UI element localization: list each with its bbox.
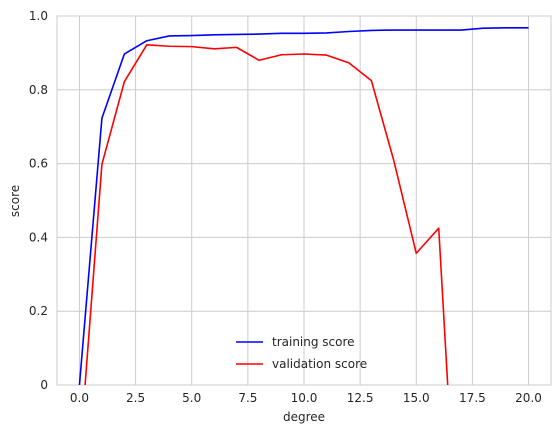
- y-tick-label: 0: [40, 378, 48, 392]
- series-layer: [78, 27, 529, 385]
- legend-label-training: training score: [272, 335, 355, 349]
- y-tick-label: 0.6: [29, 157, 48, 171]
- legend-label-validation: validation score: [272, 357, 367, 371]
- x-tick-label: 12.5: [347, 391, 374, 405]
- plot-area-frame: [56, 15, 552, 386]
- tick-labels: 0.0 2.5 5.0 7.5 10.0 12.5 15.0 17.5 20.0 0 0.2 0.4 0…: [29, 9, 542, 405]
- y-tick-label: 0.2: [29, 304, 48, 318]
- x-tick-label: 0.0: [70, 391, 89, 405]
- x-tick-label: 2.5: [126, 391, 145, 405]
- legend: training score validation score: [236, 335, 367, 371]
- grid: [57, 15, 551, 386]
- y-tick-label: 0.4: [29, 230, 48, 244]
- x-tick-label: 10.0: [291, 391, 318, 405]
- x-tick-label: 7.5: [238, 391, 257, 405]
- x-axis-label: degree: [283, 410, 325, 424]
- x-tick-label: 20.0: [515, 391, 542, 405]
- series-line-training-score: [78, 27, 529, 385]
- series-line-validation-score: [84, 43, 449, 385]
- y-tick-label: 0.8: [29, 83, 48, 97]
- y-tick-label: 1.0: [29, 9, 48, 23]
- x-tick-label: 15.0: [403, 391, 430, 405]
- x-tick-label: 17.5: [459, 391, 486, 405]
- y-axis-label: score: [8, 185, 22, 217]
- x-tick-label: 5.0: [182, 391, 201, 405]
